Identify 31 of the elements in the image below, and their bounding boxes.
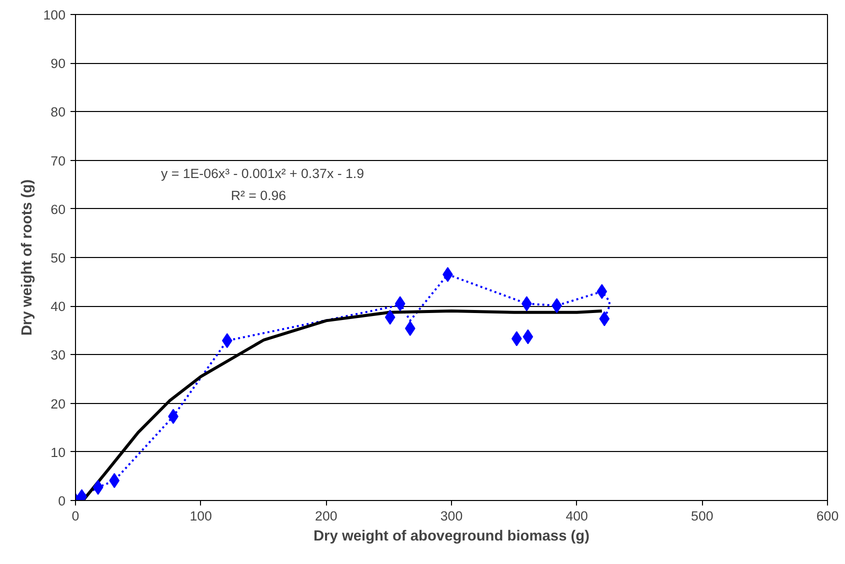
point: [596, 284, 608, 300]
point: [92, 480, 104, 495]
y-tick-label: 30: [50, 348, 66, 363]
y-tick-label: 40: [50, 299, 66, 314]
x-tick-label: 300: [440, 508, 463, 524]
point: [599, 311, 610, 326]
point: [222, 333, 232, 348]
y-tick-label: 60: [50, 202, 66, 217]
y-tick-label: 90: [50, 56, 66, 72]
point: [109, 473, 120, 488]
x-tick-label: 100: [190, 508, 212, 524]
y-axis-title: Dry weight of roots (g): [19, 179, 36, 336]
annotation: R² = 0.96: [230, 188, 286, 203]
point: [522, 329, 534, 344]
point: [394, 296, 406, 312]
x-tick-label: 0: [72, 508, 80, 524]
y-tick-label: 80: [50, 104, 66, 120]
point: [404, 320, 416, 336]
annotation: y = 1E-06x³ - 0.001x² + 0.37x - 1.9: [161, 166, 364, 181]
x-tick-label: 200: [315, 508, 338, 524]
y-tick-label: 20: [50, 396, 66, 412]
x-axis-title: Dry weight of aboveground biomass (g): [313, 528, 590, 544]
y-tick-label: 50: [50, 250, 66, 266]
point: [384, 310, 396, 325]
x-tick-label: 400: [566, 508, 588, 524]
x-tick-label: 600: [816, 508, 839, 524]
y-tick-label: 70: [50, 153, 66, 168]
y-tick-label: 100: [43, 8, 66, 22]
x-tick-label: 500: [691, 508, 714, 524]
y-tick-label: 10: [50, 444, 66, 460]
y-tick-label: 0: [58, 494, 66, 508]
